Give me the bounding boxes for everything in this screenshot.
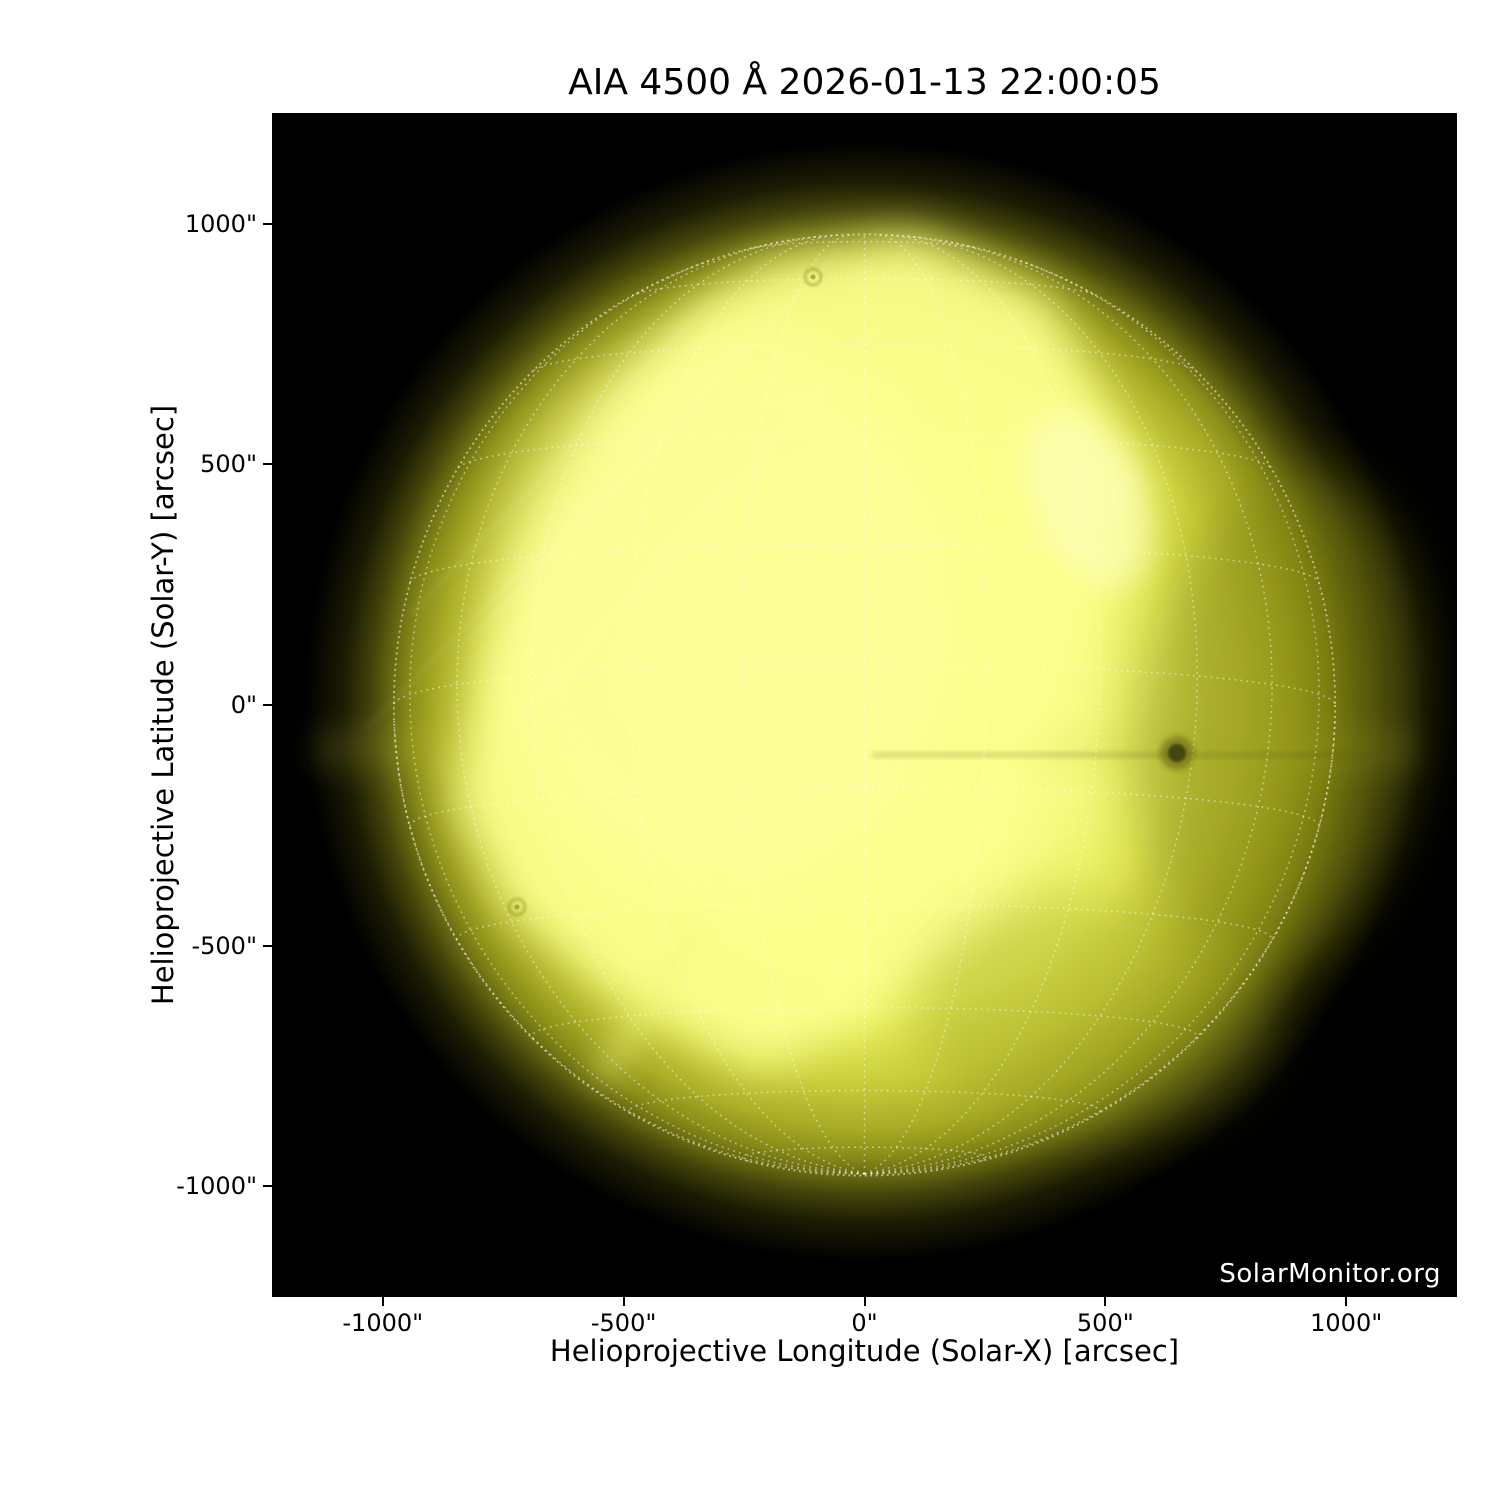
y-tick-mark <box>263 222 272 225</box>
diagonal-streak-artifacts <box>365 248 884 735</box>
lower-right-dark-region <box>912 893 1272 1133</box>
heliographic-grid <box>392 233 1337 1177</box>
y-tick-mark <box>263 704 272 706</box>
core-inner-highlight <box>492 333 952 893</box>
ring-artifact-southwest <box>507 897 527 917</box>
ring-artifact-north <box>803 267 823 287</box>
x-tick-label: 1000" <box>1310 1309 1383 1337</box>
y-tick-label: 1000" <box>184 209 257 238</box>
solar-image-plot: SolarMonitor.org <box>272 113 1457 1297</box>
x-tick-mark <box>1104 1297 1107 1306</box>
x-tick-label: -1000" <box>342 1309 424 1337</box>
page-title: AIA 4500 Å 2026-01-13 22:00:05 <box>568 62 1161 103</box>
lower-left-bright-ray <box>591 915 713 1086</box>
right-bright-patch <box>1025 410 1155 590</box>
y-tick-mark <box>263 1185 272 1188</box>
x-tick-label: 500" <box>1076 1309 1134 1337</box>
x-tick-mark <box>863 1297 866 1306</box>
y-tick-mark <box>263 463 272 466</box>
y-tick-mark <box>263 944 272 947</box>
y-tick-label: 500" <box>200 450 257 479</box>
y-tick-label: -500" <box>191 931 257 960</box>
x-tick-label: 0" <box>851 1309 878 1337</box>
x-axis-label: Helioprojective Longitude (Solar-X) [arc… <box>549 1334 1180 1368</box>
y-tick-label: 0" <box>230 691 257 719</box>
solar-limb-dotted <box>392 233 1337 1177</box>
x-tick-label: -500" <box>590 1309 657 1337</box>
y-tick-label: -1000" <box>176 1172 257 1201</box>
right-limb-dark-wedge <box>1134 474 1420 972</box>
x-tick-mark <box>381 1297 384 1306</box>
solar-disk-image <box>304 142 1425 1262</box>
x-tick-mark <box>622 1297 625 1306</box>
sunspot <box>1160 736 1194 770</box>
x-tick-mark <box>1345 1297 1348 1306</box>
watermark: SolarMonitor.org <box>1219 1259 1441 1289</box>
dark-readout-line <box>872 753 1372 757</box>
